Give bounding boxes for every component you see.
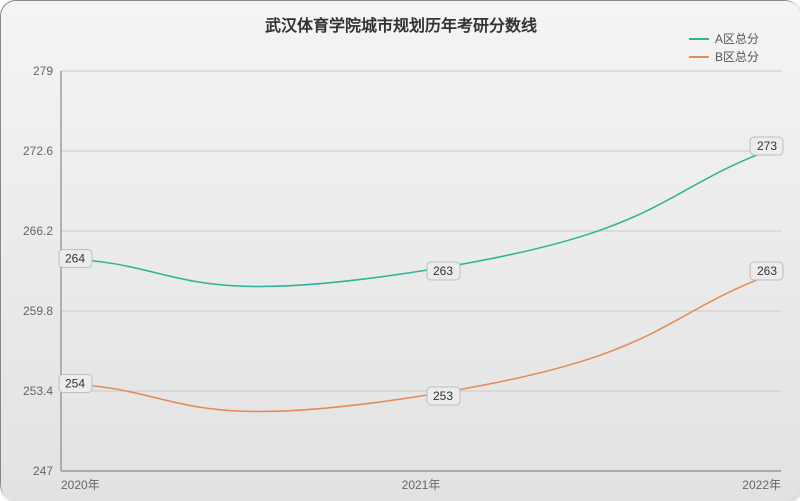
legend-label: B区总分 <box>715 50 759 64</box>
y-tick-label: 259.8 <box>23 304 53 318</box>
x-tick-label: 2022年 <box>742 478 781 492</box>
line-chart-svg: 247 253.4 259.8 266.2 272.6 279 2020年 2021年 2022… <box>1 1 800 501</box>
x-tick-label: 2021年 <box>402 478 441 492</box>
y-tick-label: 266.2 <box>23 224 53 238</box>
data-label: 273 <box>757 139 777 153</box>
chart-title: 武汉体育学院城市规划历年考研分数线 <box>265 16 537 35</box>
data-label: 253 <box>433 389 453 403</box>
data-label: 263 <box>757 264 777 278</box>
chart-container: 247 253.4 259.8 266.2 272.6 279 2020年 2021年 2022… <box>0 0 800 500</box>
y-tick-label: 272.6 <box>23 144 53 158</box>
y-tick-label: 247 <box>33 464 53 478</box>
data-label: 263 <box>433 264 453 278</box>
x-tick-label: 2020年 <box>61 478 100 492</box>
y-tick-label: 279 <box>33 64 53 78</box>
data-label: 254 <box>65 377 85 391</box>
y-tick-label: 253.4 <box>23 384 53 398</box>
legend-label: A区总分 <box>715 32 759 46</box>
data-label: 264 <box>65 252 85 266</box>
